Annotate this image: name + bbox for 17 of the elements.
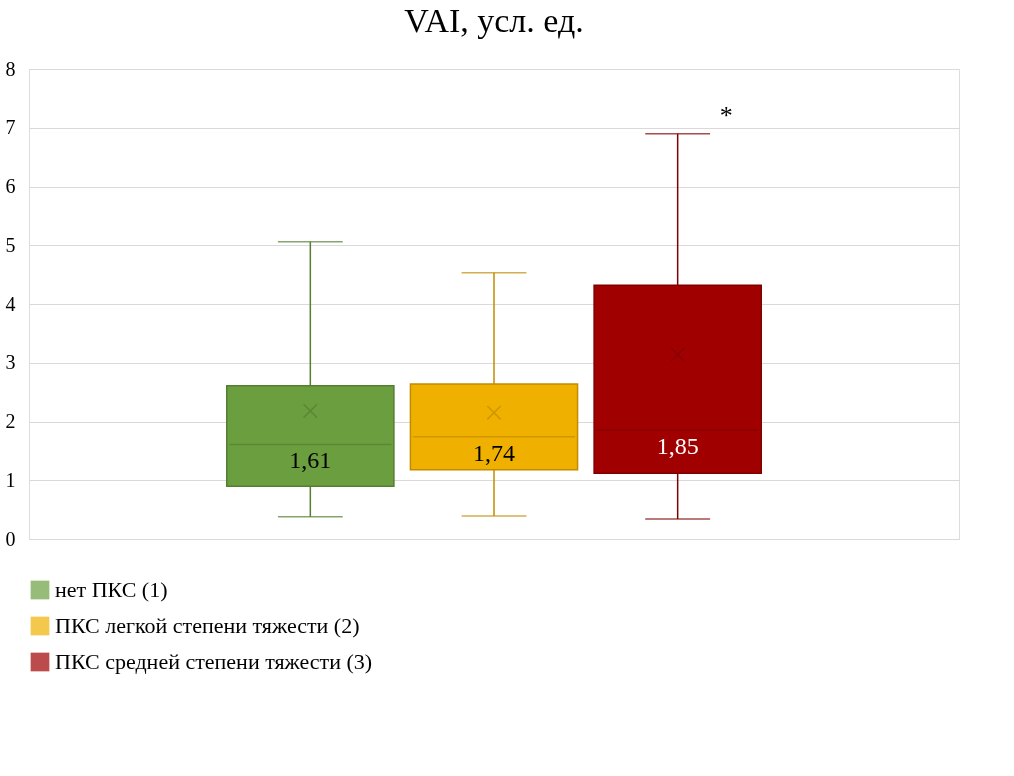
legend-label: ПКС легкой степени тяжести (2) (55, 613, 360, 638)
legend-label: нет ПКС (1) (55, 577, 168, 602)
annotation: * (719, 100, 733, 130)
chart-title: VAI, усл. ед. (404, 2, 584, 39)
y-tick-label: 2 (5, 410, 16, 432)
y-tick-label: 1 (5, 468, 16, 491)
text: 1,74 (473, 439, 515, 466)
text: 1,61 (289, 447, 332, 474)
y-tick-label: 0 (5, 527, 16, 550)
legend-label: ПКС средней степени тяжести (3) (55, 649, 373, 674)
y-tick-label: 6 (5, 175, 16, 197)
y-tick-label: 5 (5, 233, 16, 256)
y-tick-label: 8 (5, 57, 16, 80)
text: 1,85 (656, 433, 699, 460)
y-tick-label: 3 (5, 351, 16, 374)
y-tick-label: 7 (5, 116, 16, 139)
y-tick-label: 4 (5, 292, 16, 315)
